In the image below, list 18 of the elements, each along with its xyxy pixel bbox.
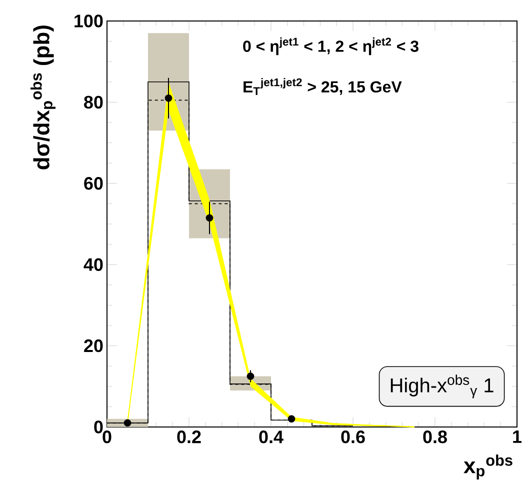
annotation: High-x$^{obs}$$_{γ}$ 1 [390, 374, 494, 398]
point [124, 419, 132, 427]
x-tick-label: 0.8 [423, 430, 447, 444]
x-tick-label: 0.2 [177, 430, 201, 444]
x-tick-label: 0.6 [341, 430, 365, 444]
y-tick-label: 20 [84, 339, 103, 352]
y-tick-label: 40 [84, 258, 103, 271]
x-axis-title: x$_{p}$obs [464, 454, 512, 480]
x-tick-label: 0 [102, 430, 112, 444]
y-tick-label: 0 [94, 420, 103, 434]
x-tick-label: 1 [513, 430, 522, 443]
y-tick-label: 60 [84, 177, 103, 190]
y-tick-label: 100 [74, 14, 103, 28]
y-tick-label: 80 [84, 96, 103, 109]
x-tick-label: 0.4 [259, 430, 284, 444]
annotation: 0 < η$^{jet1}$ < 1, 2 < η$^{jet2}$ < 3 [243, 37, 418, 56]
annotation: E$_{T}$$^{jet1,jet2}$ > 25, 15 GeV [244, 78, 402, 95]
y-axis-title: dσ/dx$_{p}$$^{obs}$ (pb) [30, 26, 56, 170]
